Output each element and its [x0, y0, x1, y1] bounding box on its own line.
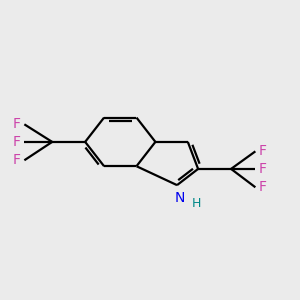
Text: F: F	[13, 135, 21, 149]
Text: F: F	[13, 153, 21, 167]
Text: F: F	[13, 117, 21, 131]
Text: F: F	[259, 144, 267, 158]
Text: F: F	[259, 180, 267, 194]
Text: F: F	[259, 162, 267, 176]
Text: N: N	[175, 191, 185, 205]
Text: H: H	[192, 197, 201, 210]
